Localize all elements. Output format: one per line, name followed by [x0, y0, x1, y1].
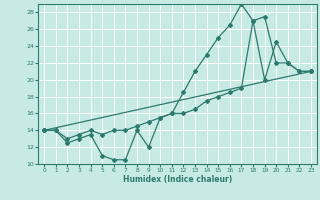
- X-axis label: Humidex (Indice chaleur): Humidex (Indice chaleur): [123, 175, 232, 184]
